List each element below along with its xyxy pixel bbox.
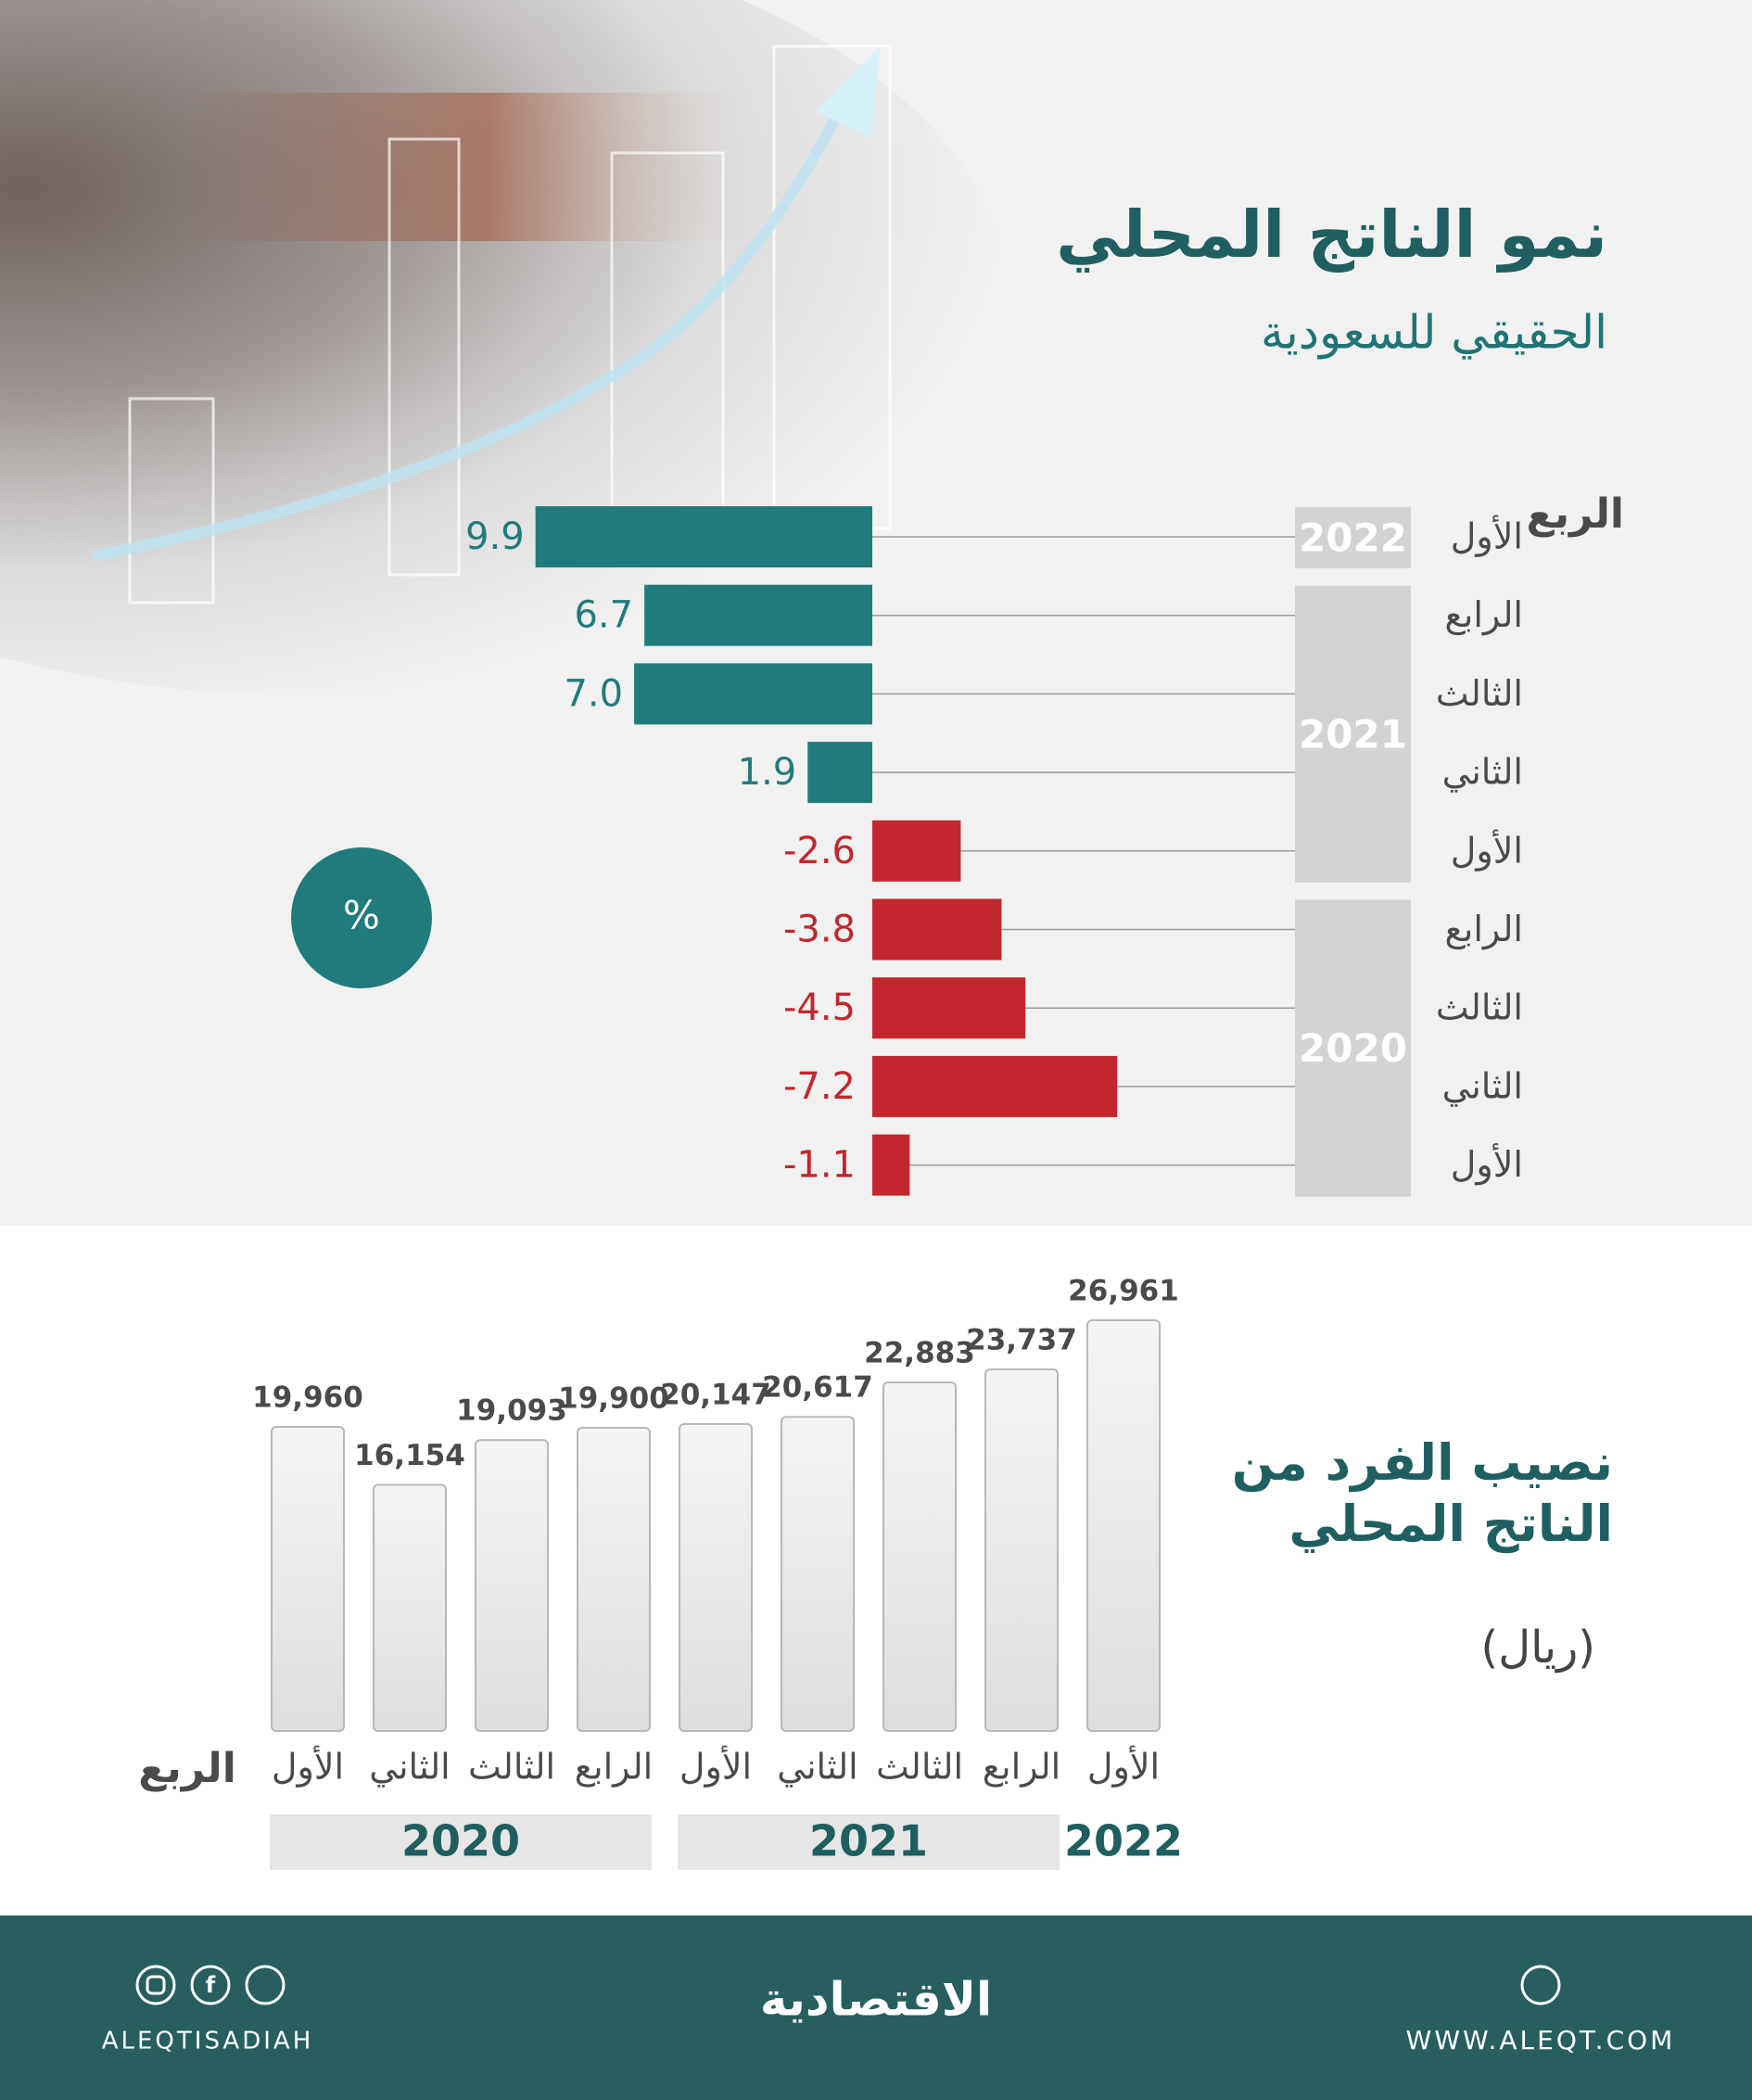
category-label: الرابع xyxy=(575,1747,653,1788)
bar xyxy=(577,1426,651,1733)
bar xyxy=(872,977,1026,1039)
category-label: الأول xyxy=(1451,828,1523,872)
footer-handle: ALEQTISADIAH xyxy=(102,2028,314,2055)
category-label: الأول xyxy=(1087,1745,1160,1788)
photo-arrowhead xyxy=(816,46,881,139)
value-label: 16,154 xyxy=(354,1439,465,1472)
photo-arrow xyxy=(91,99,849,562)
year-box xyxy=(270,1814,652,1870)
bar xyxy=(634,663,872,725)
value-label: 20,617 xyxy=(762,1371,873,1405)
bar xyxy=(807,742,872,804)
category-label: الثالث xyxy=(468,1747,555,1788)
value-label: 23,737 xyxy=(966,1323,1077,1356)
axis-label: الربع xyxy=(1526,490,1624,538)
bar xyxy=(872,898,1002,961)
value-label: 1.9 xyxy=(738,751,797,794)
year-label: 2022 xyxy=(1299,515,1407,561)
category-label: الأول xyxy=(1451,1142,1523,1186)
chart-subtitle: الحقيقي للسعودية xyxy=(1261,306,1607,360)
value-label: -7.2 xyxy=(783,1065,856,1108)
bar xyxy=(679,1422,753,1732)
category-label: الثالث xyxy=(1436,987,1523,1028)
year-box xyxy=(678,1814,1060,1870)
axis-label: الربع xyxy=(138,1745,236,1792)
category-label: الثاني xyxy=(1442,752,1523,793)
year-label: 2022 xyxy=(1064,1816,1183,1866)
bar xyxy=(872,1134,910,1196)
photo-light xyxy=(185,93,788,241)
chart-title: نمو الناتج المحلي xyxy=(1056,197,1607,273)
bar xyxy=(882,1381,957,1733)
value-label: 20,147 xyxy=(660,1378,771,1411)
category-label: الرابع xyxy=(983,1747,1060,1788)
chart-title: نصيب الفرد من الناتج المحلي xyxy=(1231,1433,1613,1553)
category-label: الثاني xyxy=(369,1747,450,1788)
social-icons xyxy=(135,1965,1561,2005)
bar xyxy=(475,1439,549,1733)
value-label: -2.6 xyxy=(783,830,856,872)
value-label: -4.5 xyxy=(783,986,856,1029)
category-label: الثاني xyxy=(1442,1065,1523,1106)
year-label: 2021 xyxy=(1299,711,1407,757)
bar xyxy=(984,1368,1059,1733)
value-label: 26,961 xyxy=(1068,1274,1179,1307)
category-label: الأول xyxy=(1451,515,1523,558)
bar xyxy=(644,584,872,646)
category-label: الرابع xyxy=(1445,594,1523,636)
category-label: الثالث xyxy=(876,1747,963,1788)
bar xyxy=(271,1425,345,1733)
unit-badge xyxy=(291,847,432,988)
category-label: الأول xyxy=(679,1745,752,1788)
value-label: 22,883 xyxy=(864,1336,975,1369)
category-label: الرابع xyxy=(1445,909,1523,950)
year-box xyxy=(1295,899,1411,1197)
year-box xyxy=(1295,507,1411,568)
category-label: الثاني xyxy=(777,1747,857,1788)
value-label: 6.7 xyxy=(574,594,633,637)
year-label: 2020 xyxy=(1299,1025,1407,1071)
value-label: 19,093 xyxy=(456,1394,567,1428)
value-label: 7.0 xyxy=(564,672,623,715)
unit-label: (ريال) xyxy=(1480,1622,1595,1674)
bar xyxy=(373,1483,447,1732)
bar xyxy=(872,1055,1118,1117)
value-label: 19,900 xyxy=(558,1381,669,1415)
footer-website: WWW.ALEQT.COM xyxy=(1406,2025,1676,2055)
value-label: -1.1 xyxy=(783,1144,856,1187)
bar xyxy=(1086,1318,1161,1733)
category-label: الأول xyxy=(272,1745,344,1788)
year-box xyxy=(1295,585,1411,883)
category-label: الثالث xyxy=(1436,673,1523,714)
value-label: -3.8 xyxy=(783,909,856,951)
bar xyxy=(872,820,961,882)
unit-label: % xyxy=(343,893,380,938)
value-label: 19,960 xyxy=(252,1381,363,1414)
year-label: 2020 xyxy=(401,1816,520,1866)
value-label: 9.9 xyxy=(465,515,525,558)
footer-band xyxy=(0,1915,1752,2100)
facebook-icon: f xyxy=(206,1972,216,1998)
footer-logo: الاقتصادية xyxy=(760,1973,992,2027)
year-label: 2021 xyxy=(809,1816,928,1866)
bar xyxy=(535,506,872,567)
bar xyxy=(781,1416,855,1732)
